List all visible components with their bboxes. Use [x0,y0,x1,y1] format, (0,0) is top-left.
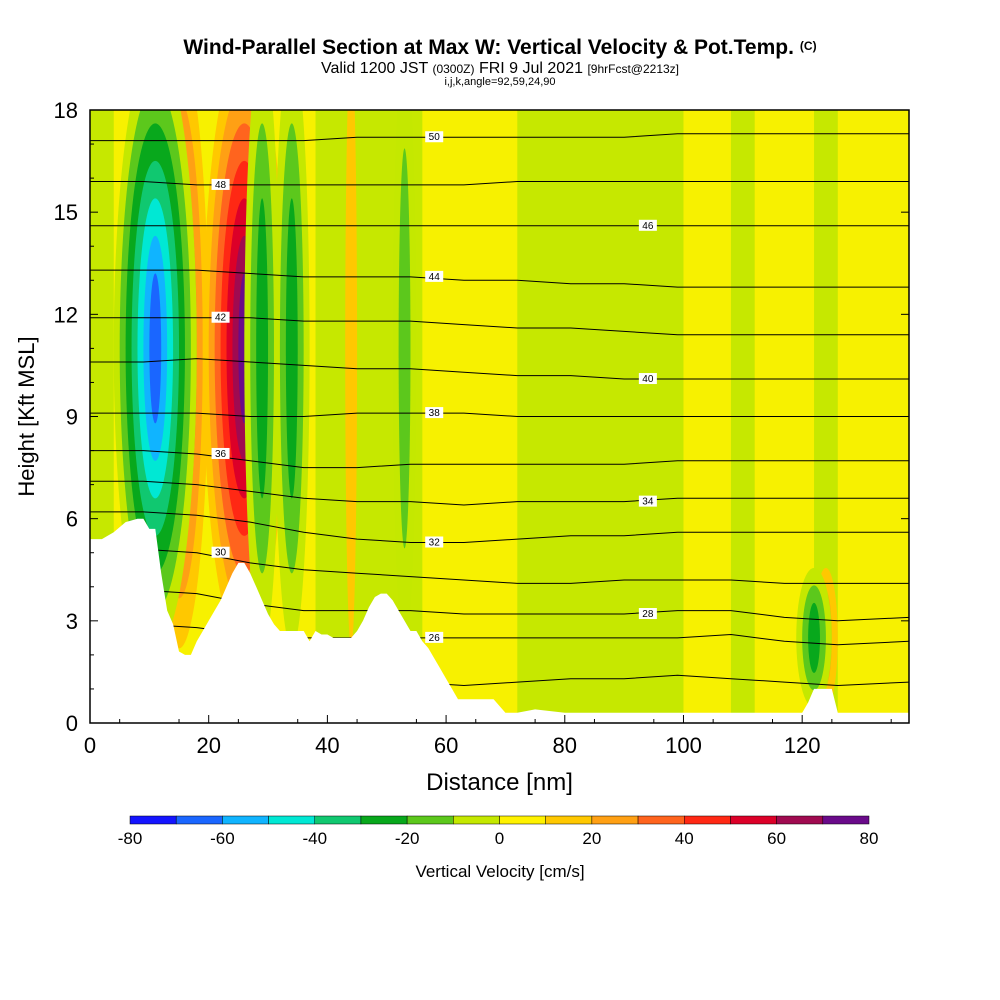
x-axis-label: Distance [nm] [426,769,573,796]
x-tick-label: 80 [553,733,577,758]
colorbar-swatch [684,815,731,825]
theta-label: 50 [429,132,441,143]
colorbar-swatch [591,815,639,825]
theta-contour [90,480,909,506]
colorbar: -80 -60 -40 -20 0 20 40 60 80 [118,815,879,848]
chart-subtitle: Valid 1200 JST (0300Z) FRI 9 Jul 2021 [9… [320,60,680,77]
colorbar-swatch [129,815,177,825]
theta-label-bg [638,219,657,231]
colorbar-tick-label: 0 [495,829,504,848]
colorbar-swatch [637,815,685,825]
theta-label-bg [638,608,657,620]
theta-label: 46 [642,221,654,232]
theta-label-bg [425,407,444,419]
theta-label: 32 [429,538,441,549]
theta-label: 44 [429,272,441,283]
downdraft-band [149,273,162,424]
x-tick-label: 40 [315,733,339,758]
y-tick-label: 18 [54,98,78,123]
colorbar-swatch [175,815,223,825]
theta-contour [90,269,909,288]
colorbar-tick-label: 20 [582,829,601,848]
theta-label-bg [211,546,230,558]
copyright-mark: (C) [799,39,817,53]
colorbar-tick-label: -40 [302,829,327,848]
theta-label: 40 [642,374,654,385]
theta-label-bg [638,495,657,507]
downdraft-band [808,602,820,673]
theta-label: 26 [429,633,441,644]
colorbar-swatch [314,815,362,825]
colorbar-swatch [453,815,500,825]
downdraft-band [398,148,411,549]
theta-contour [90,358,909,380]
theta-label: 42 [215,313,227,324]
theta-label-bg [211,178,230,190]
theta-label: 30 [215,548,227,559]
colorbar-swatch [499,815,546,825]
y-tick-label: 15 [54,200,78,225]
theta-label: 38 [429,408,441,419]
y-tick-label: 12 [54,302,78,327]
x-tick-label: 120 [784,733,821,758]
theta-label-bg [425,536,444,548]
x-tick-label: 60 [434,733,458,758]
theta-label-bg [638,373,657,385]
y-axis-label: Height [Kft MSL] [14,336,39,496]
colorbar-tick-label: 60 [767,829,786,848]
updraft-band [345,110,358,649]
colorbar-swatch [545,815,593,825]
downdraft-band [285,198,298,499]
terrain [90,518,909,723]
colorbar-swatch [222,815,269,825]
colorbar-label: Vertical Velocity [cm/s] [415,862,585,881]
theta-contour [90,133,909,142]
downdraft-band [256,198,269,499]
colorbar-tick-label: -60 [210,829,235,848]
colorbar-swatch [406,815,454,825]
colorbar-swatch [268,815,315,825]
y-tick-label: 6 [66,507,78,532]
theta-label: 36 [215,449,227,460]
y-tick-label: 3 [66,609,78,634]
colorbar-swatch [730,815,777,825]
y-tick-label: 0 [66,711,78,736]
theta-contour [90,548,909,584]
theta-label-bg [425,131,444,143]
colorbar-tick-label: 80 [860,829,879,848]
y-tick-label: 9 [66,405,78,430]
theta-label: 28 [642,609,654,620]
x-tick-label: 100 [665,733,702,758]
theta-label-bg [211,447,230,459]
colorbar-tick-label: -80 [118,829,143,848]
theta-label-bg [425,270,444,282]
chart-ijk: i,j,k,angle=92,59,24,90 [444,76,556,88]
colorbar-swatch [822,815,870,825]
colorbar-tick-label: -20 [395,829,420,848]
theta-label-bg [425,631,444,643]
theta-label: 48 [215,180,227,191]
theta-label-bg [211,311,230,323]
colorbar-swatch [776,815,824,825]
chart-title: Wind-Parallel Section at Max W: Vertical… [183,36,817,59]
colorbar-swatch [360,815,408,825]
theta-contour [90,511,909,543]
colorbar-tick-label: 40 [675,829,694,848]
theta-contour [90,412,909,417]
x-tick-label: 0 [84,733,96,758]
x-tick-label: 20 [196,733,220,758]
theta-label: 34 [642,497,654,508]
